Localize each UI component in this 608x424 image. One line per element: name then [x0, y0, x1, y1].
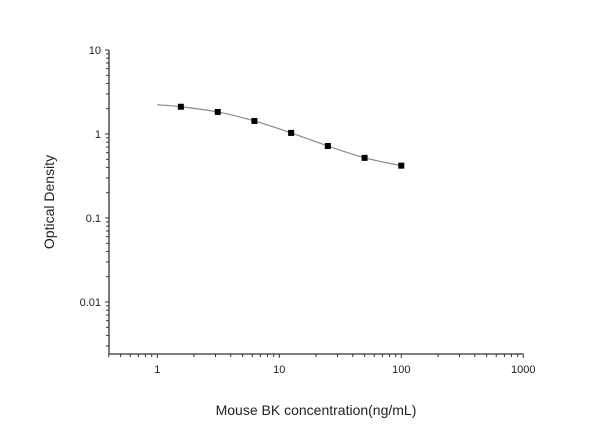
data-point [251, 117, 258, 124]
y-tick-label: 0.01 [80, 297, 101, 309]
y-axis-title: Optical Density [41, 155, 57, 249]
x-tick-label: 100 [392, 364, 410, 376]
x-tick-label: 1000 [511, 364, 535, 376]
data-points [177, 103, 405, 169]
data-point [288, 129, 295, 136]
data-point [361, 154, 368, 161]
data-point [214, 108, 221, 115]
data-point [177, 103, 184, 110]
y-axis: 10 1 0.1 0.01 [80, 45, 110, 354]
data-point [398, 162, 405, 169]
plot-area [157, 103, 405, 169]
x-axis-title: Mouse BK concentration(ng/mL) [216, 402, 417, 418]
x-tick-label: 1 [154, 364, 160, 376]
y-tick-label: 10 [89, 45, 101, 57]
y-tick-label: 1 [95, 129, 101, 141]
x-ticks: 1 10 100 1000 [108, 354, 536, 376]
y-tick-label: 0.1 [86, 213, 101, 225]
data-point [324, 142, 331, 149]
y-ticks: 10 1 0.1 0.01 [80, 45, 109, 347]
x-tick-label: 10 [273, 364, 285, 376]
x-axis: 1 10 100 1000 [108, 353, 536, 376]
